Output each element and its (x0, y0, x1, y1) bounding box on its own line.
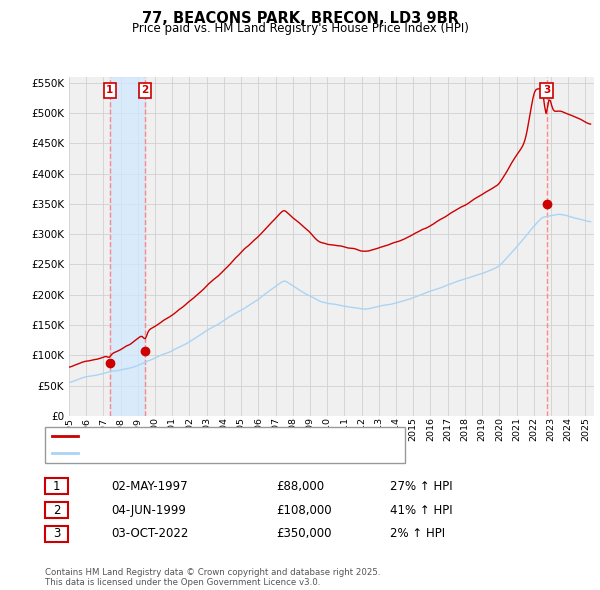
Bar (110, 77, 145, 416)
Text: 77, BEACONS PARK, BRECON, LD3 9BR: 77, BEACONS PARK, BRECON, LD3 9BR (142, 11, 458, 25)
Text: £350,000: £350,000 (276, 527, 331, 540)
Text: 04-JUN-1999: 04-JUN-1999 (111, 503, 186, 517)
Text: £88,000: £88,000 (276, 480, 324, 493)
Text: 1: 1 (53, 480, 60, 493)
Text: 1: 1 (106, 85, 113, 95)
Text: £108,000: £108,000 (276, 503, 332, 517)
Text: Contains HM Land Registry data © Crown copyright and database right 2025.
This d: Contains HM Land Registry data © Crown c… (45, 568, 380, 587)
Text: 3: 3 (53, 527, 60, 540)
Text: 2: 2 (53, 503, 60, 517)
Text: 41% ↑ HPI: 41% ↑ HPI (390, 503, 452, 517)
Text: Price paid vs. HM Land Registry's House Price Index (HPI): Price paid vs. HM Land Registry's House … (131, 22, 469, 35)
Text: HPI: Average price, detached house, Powys: HPI: Average price, detached house, Powy… (84, 448, 309, 458)
Text: 03-OCT-2022: 03-OCT-2022 (111, 527, 188, 540)
Text: 2% ↑ HPI: 2% ↑ HPI (390, 527, 445, 540)
Text: 2: 2 (142, 85, 149, 95)
Text: 02-MAY-1997: 02-MAY-1997 (111, 480, 188, 493)
Text: 3: 3 (543, 85, 550, 95)
Text: 77, BEACONS PARK, BRECON, LD3 9BR (detached house): 77, BEACONS PARK, BRECON, LD3 9BR (detac… (84, 431, 381, 441)
Text: 27% ↑ HPI: 27% ↑ HPI (390, 480, 452, 493)
